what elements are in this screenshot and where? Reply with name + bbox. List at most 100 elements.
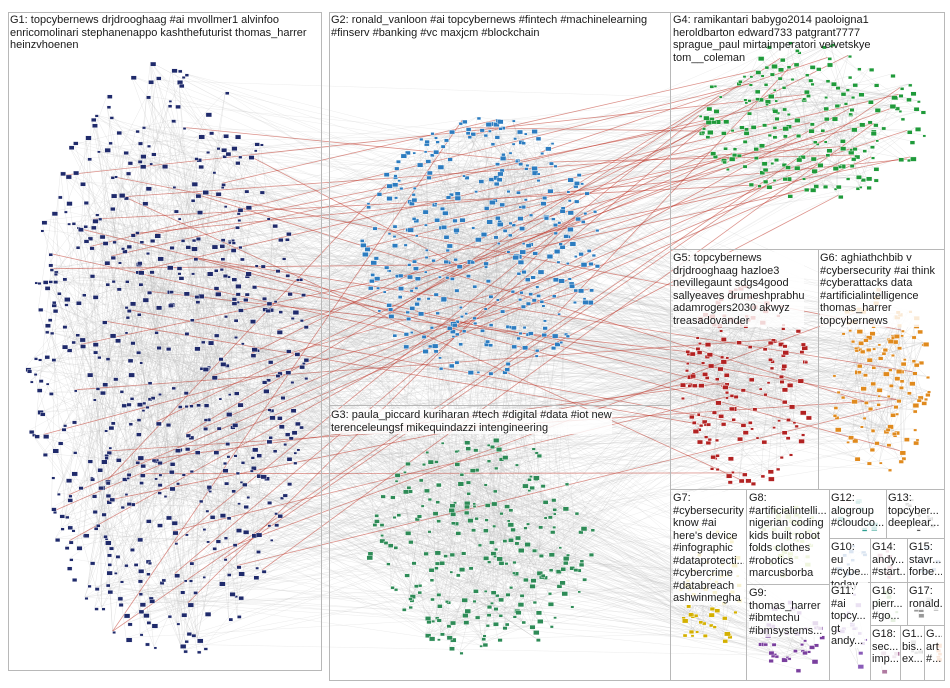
edge <box>130 389 264 549</box>
node-g2 <box>424 139 430 144</box>
node-g5 <box>695 336 700 340</box>
edge <box>886 338 927 377</box>
node-g1 <box>225 91 230 96</box>
edge <box>220 238 473 286</box>
edge <box>276 286 369 331</box>
edge <box>51 303 213 376</box>
edge <box>720 347 764 357</box>
node-g3 <box>540 484 546 489</box>
node-g1 <box>248 155 255 160</box>
edge <box>212 171 235 337</box>
edge <box>870 368 889 429</box>
edge <box>254 116 478 266</box>
edge <box>802 97 811 189</box>
node-g1 <box>225 442 231 446</box>
node-g5 <box>761 440 768 445</box>
node-g4 <box>816 67 822 72</box>
node-g3 <box>374 519 380 524</box>
edge <box>49 268 198 639</box>
edge <box>508 538 549 593</box>
node-g1 <box>161 578 167 583</box>
node-g1 <box>126 473 132 477</box>
edge <box>511 142 582 221</box>
edge <box>99 296 263 487</box>
node-g2 <box>582 297 587 301</box>
edge <box>440 198 494 298</box>
node-g4 <box>873 123 879 128</box>
node-g1 <box>226 455 231 459</box>
node-g1 <box>156 346 162 350</box>
node-g2 <box>540 151 545 155</box>
node-g4 <box>769 72 775 77</box>
node-g5 <box>702 372 709 377</box>
node-g4 <box>838 194 844 200</box>
edge <box>129 142 255 549</box>
node-g3 <box>573 568 579 572</box>
node-g4 <box>817 163 824 168</box>
node-g1 <box>215 539 222 544</box>
node-g4 <box>749 75 754 79</box>
node-g1 <box>51 211 59 217</box>
edge <box>832 335 892 415</box>
edge <box>832 329 902 376</box>
edge <box>109 241 233 499</box>
edge <box>498 561 538 620</box>
node-g4 <box>781 86 787 90</box>
node-g6 <box>886 395 891 398</box>
node-g4 <box>796 133 802 138</box>
edge <box>174 249 520 543</box>
node-g1 <box>202 190 209 196</box>
node-g1 <box>116 287 122 292</box>
node-g5 <box>704 342 712 348</box>
edge <box>760 339 773 475</box>
edge <box>876 387 925 399</box>
edge <box>715 438 769 470</box>
node-g4 <box>848 112 853 116</box>
node-g4 <box>765 103 769 106</box>
node-g3 <box>436 482 442 488</box>
node-g1 <box>157 256 164 262</box>
node-g5 <box>740 423 747 428</box>
edge <box>425 159 494 200</box>
edge <box>111 201 143 281</box>
edge <box>386 183 433 204</box>
node-g1 <box>138 592 143 596</box>
node-g5 <box>725 396 729 400</box>
node-g2 <box>497 171 504 177</box>
node-g2 <box>582 300 589 305</box>
node-g3 <box>429 578 435 582</box>
edge <box>453 498 552 523</box>
edge <box>282 257 302 294</box>
node-g3 <box>461 597 468 603</box>
node-g1 <box>133 563 139 567</box>
node-g5 <box>750 481 756 486</box>
node-g6 <box>869 331 876 336</box>
edge <box>50 331 141 603</box>
edge <box>150 61 186 448</box>
edge <box>172 186 182 614</box>
edge <box>125 280 247 497</box>
node-g2 <box>535 136 542 141</box>
node-g2 <box>508 233 513 238</box>
edge <box>848 424 888 436</box>
node-g1 <box>87 584 92 588</box>
edge <box>479 620 522 646</box>
edge <box>150 61 171 487</box>
edge <box>221 183 575 256</box>
node-g1 <box>102 241 109 246</box>
node-g5 <box>768 358 773 362</box>
node-g1 <box>290 317 295 321</box>
node-g2 <box>374 276 381 282</box>
node-g2 <box>449 363 455 369</box>
node-g1 <box>119 580 124 584</box>
node-g6 <box>893 334 900 339</box>
node-g4 <box>713 84 718 88</box>
edge <box>709 45 823 86</box>
node-g2 <box>362 251 369 257</box>
node-g2 <box>392 235 397 238</box>
node-g5 <box>710 467 715 471</box>
node-g1 <box>163 495 168 498</box>
edge <box>706 359 803 424</box>
edge <box>425 583 530 634</box>
node-g2 <box>553 223 558 227</box>
